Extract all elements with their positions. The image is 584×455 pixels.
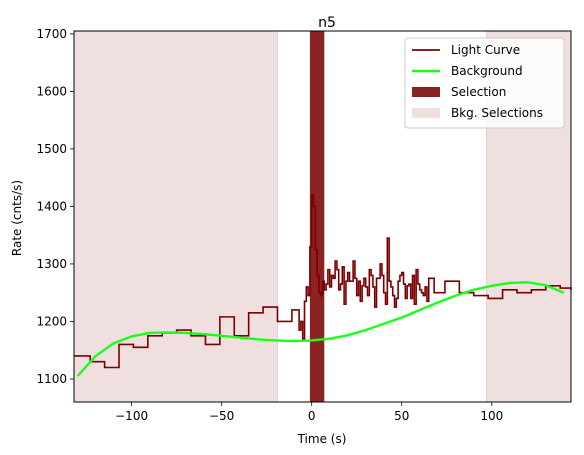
y-tick-label: 1400 xyxy=(36,199,67,213)
bkg-selection-band-0 xyxy=(73,30,278,403)
selection-band xyxy=(309,31,325,402)
x-axis-ticks: −100 −50 0 50 100 xyxy=(115,402,503,423)
y-tick-label: 1100 xyxy=(36,372,67,386)
y-tick-label: 1200 xyxy=(36,314,67,328)
y-tick-label: 1500 xyxy=(36,142,67,156)
background-series xyxy=(76,281,565,377)
x-tick-label: 50 xyxy=(394,409,409,423)
legend-swatch xyxy=(412,87,440,97)
y-tick-label: 1300 xyxy=(36,257,67,271)
selection-layer xyxy=(309,31,325,402)
y-axis-label: Rate (cnts/s) xyxy=(10,180,24,256)
legend-label: Background xyxy=(451,64,523,78)
background-curve-layer xyxy=(76,281,565,377)
light-curve-layer xyxy=(74,194,572,369)
legend-label: Light Curve xyxy=(451,43,520,57)
chart-title: n5 xyxy=(318,15,336,31)
x-tick-label: −100 xyxy=(115,409,148,423)
y-axis-ticks: 1100 1200 1300 1400 1500 1600 1700 xyxy=(36,27,74,386)
x-tick-label: 100 xyxy=(480,409,503,423)
y-tick-label: 1700 xyxy=(36,27,67,41)
light-curve-series xyxy=(74,194,572,369)
y-tick-label: 1600 xyxy=(36,84,67,98)
legend-label: Bkg. Selections xyxy=(451,106,543,120)
x-tick-label: −50 xyxy=(209,409,234,423)
legend-box xyxy=(404,37,565,129)
x-tick-label: 0 xyxy=(308,409,316,423)
x-axis-label: Time (s) xyxy=(297,432,347,446)
legend: Light Curve Background Selection Bkg. Selec… xyxy=(404,37,565,129)
legend-label: Selection xyxy=(451,85,506,99)
legend-swatch xyxy=(412,108,440,118)
plot-frame xyxy=(73,30,572,403)
